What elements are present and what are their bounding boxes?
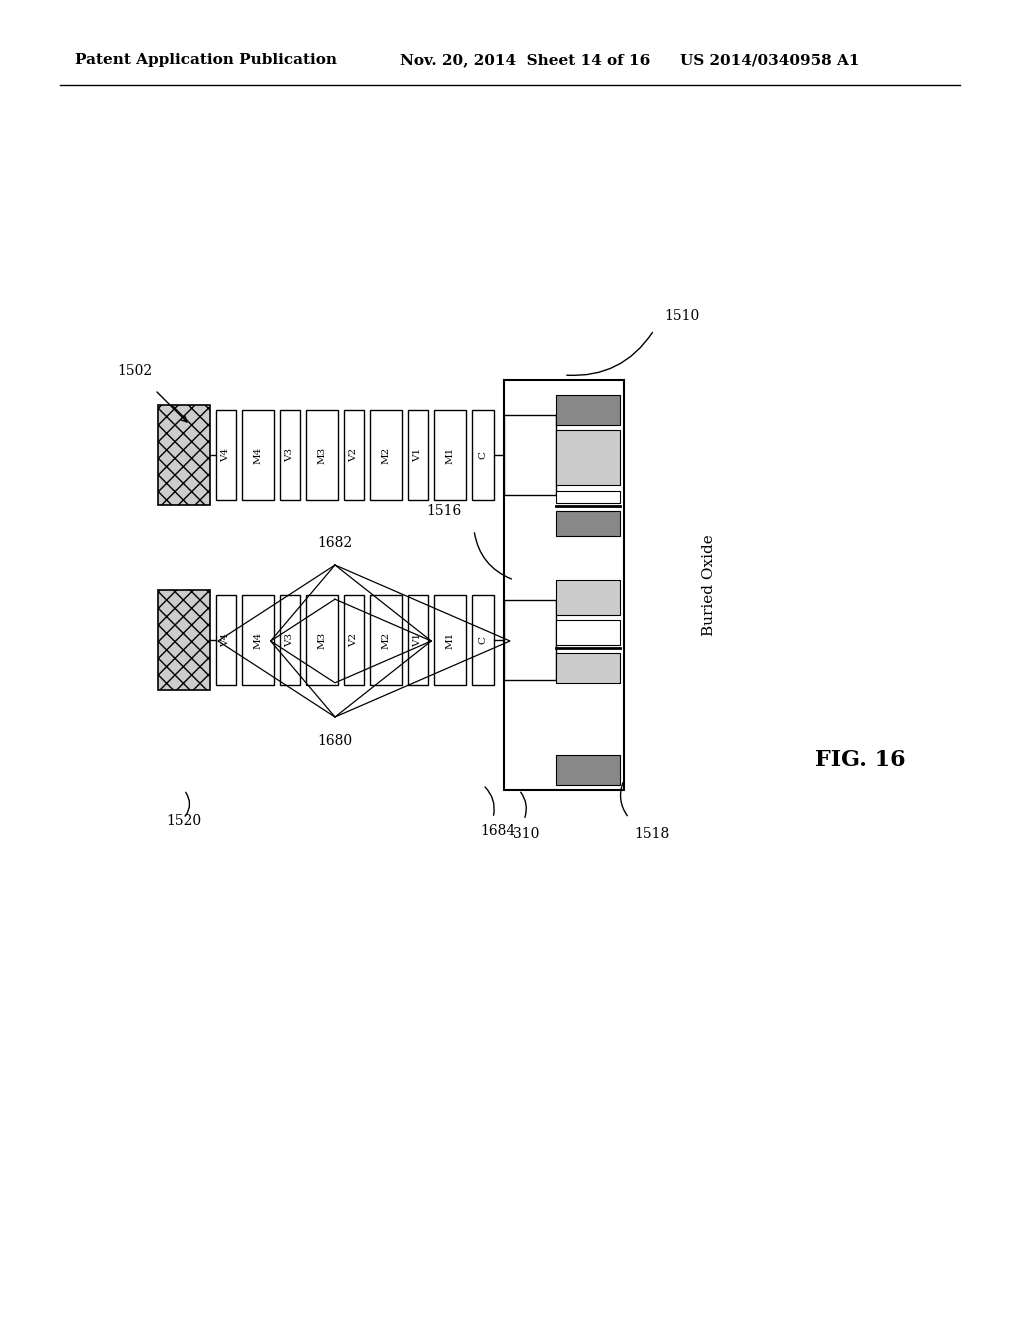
Text: C: C: [478, 451, 487, 459]
Bar: [280, 411, 300, 500]
Bar: [504, 601, 556, 680]
Text: V3: V3: [286, 447, 295, 462]
Bar: [434, 411, 466, 500]
Text: 1520: 1520: [167, 814, 202, 828]
Bar: [556, 579, 620, 615]
Text: 1510: 1510: [664, 309, 699, 323]
Text: V2: V2: [349, 632, 358, 647]
Bar: [216, 595, 236, 685]
Text: 1684: 1684: [480, 824, 516, 838]
Bar: [216, 411, 236, 500]
Bar: [556, 395, 620, 425]
Bar: [556, 620, 620, 645]
Text: Buried Oxide: Buried Oxide: [702, 535, 716, 636]
Bar: [556, 491, 620, 503]
Text: M4: M4: [254, 631, 262, 648]
Text: V3: V3: [286, 632, 295, 647]
Bar: [504, 380, 624, 789]
Bar: [472, 411, 494, 500]
Bar: [370, 411, 402, 500]
Text: 1680: 1680: [317, 734, 352, 748]
Bar: [472, 595, 494, 685]
Text: M3: M3: [317, 446, 327, 463]
Bar: [556, 653, 620, 682]
Bar: [434, 595, 466, 685]
Text: V1: V1: [414, 447, 423, 462]
Text: V1: V1: [414, 632, 423, 647]
Text: M4: M4: [254, 446, 262, 463]
Bar: [408, 411, 428, 500]
Bar: [306, 411, 338, 500]
Text: 1502: 1502: [118, 364, 153, 378]
Bar: [556, 755, 620, 785]
Text: V2: V2: [349, 447, 358, 462]
Text: 1518: 1518: [634, 828, 670, 841]
Text: V4: V4: [221, 632, 230, 647]
Bar: [158, 590, 210, 690]
Bar: [306, 595, 338, 685]
Bar: [242, 411, 274, 500]
Text: Nov. 20, 2014  Sheet 14 of 16: Nov. 20, 2014 Sheet 14 of 16: [400, 53, 650, 67]
Text: V4: V4: [221, 447, 230, 462]
Bar: [408, 595, 428, 685]
Text: M2: M2: [382, 446, 390, 463]
Text: 310: 310: [513, 828, 540, 841]
Text: FIG. 16: FIG. 16: [815, 748, 905, 771]
Text: Patent Application Publication: Patent Application Publication: [75, 53, 337, 67]
Bar: [556, 430, 620, 484]
Text: 1682: 1682: [317, 536, 352, 550]
Text: US 2014/0340958 A1: US 2014/0340958 A1: [680, 53, 859, 67]
Text: M1: M1: [445, 446, 455, 463]
Text: C: C: [478, 636, 487, 644]
Bar: [504, 414, 556, 495]
Bar: [370, 595, 402, 685]
Bar: [158, 405, 210, 506]
Bar: [242, 595, 274, 685]
Bar: [344, 595, 364, 685]
Text: M1: M1: [445, 631, 455, 648]
Text: M3: M3: [317, 631, 327, 648]
Bar: [556, 511, 620, 536]
Text: 1516: 1516: [426, 504, 462, 517]
Bar: [344, 411, 364, 500]
Bar: [280, 595, 300, 685]
Text: M2: M2: [382, 631, 390, 648]
